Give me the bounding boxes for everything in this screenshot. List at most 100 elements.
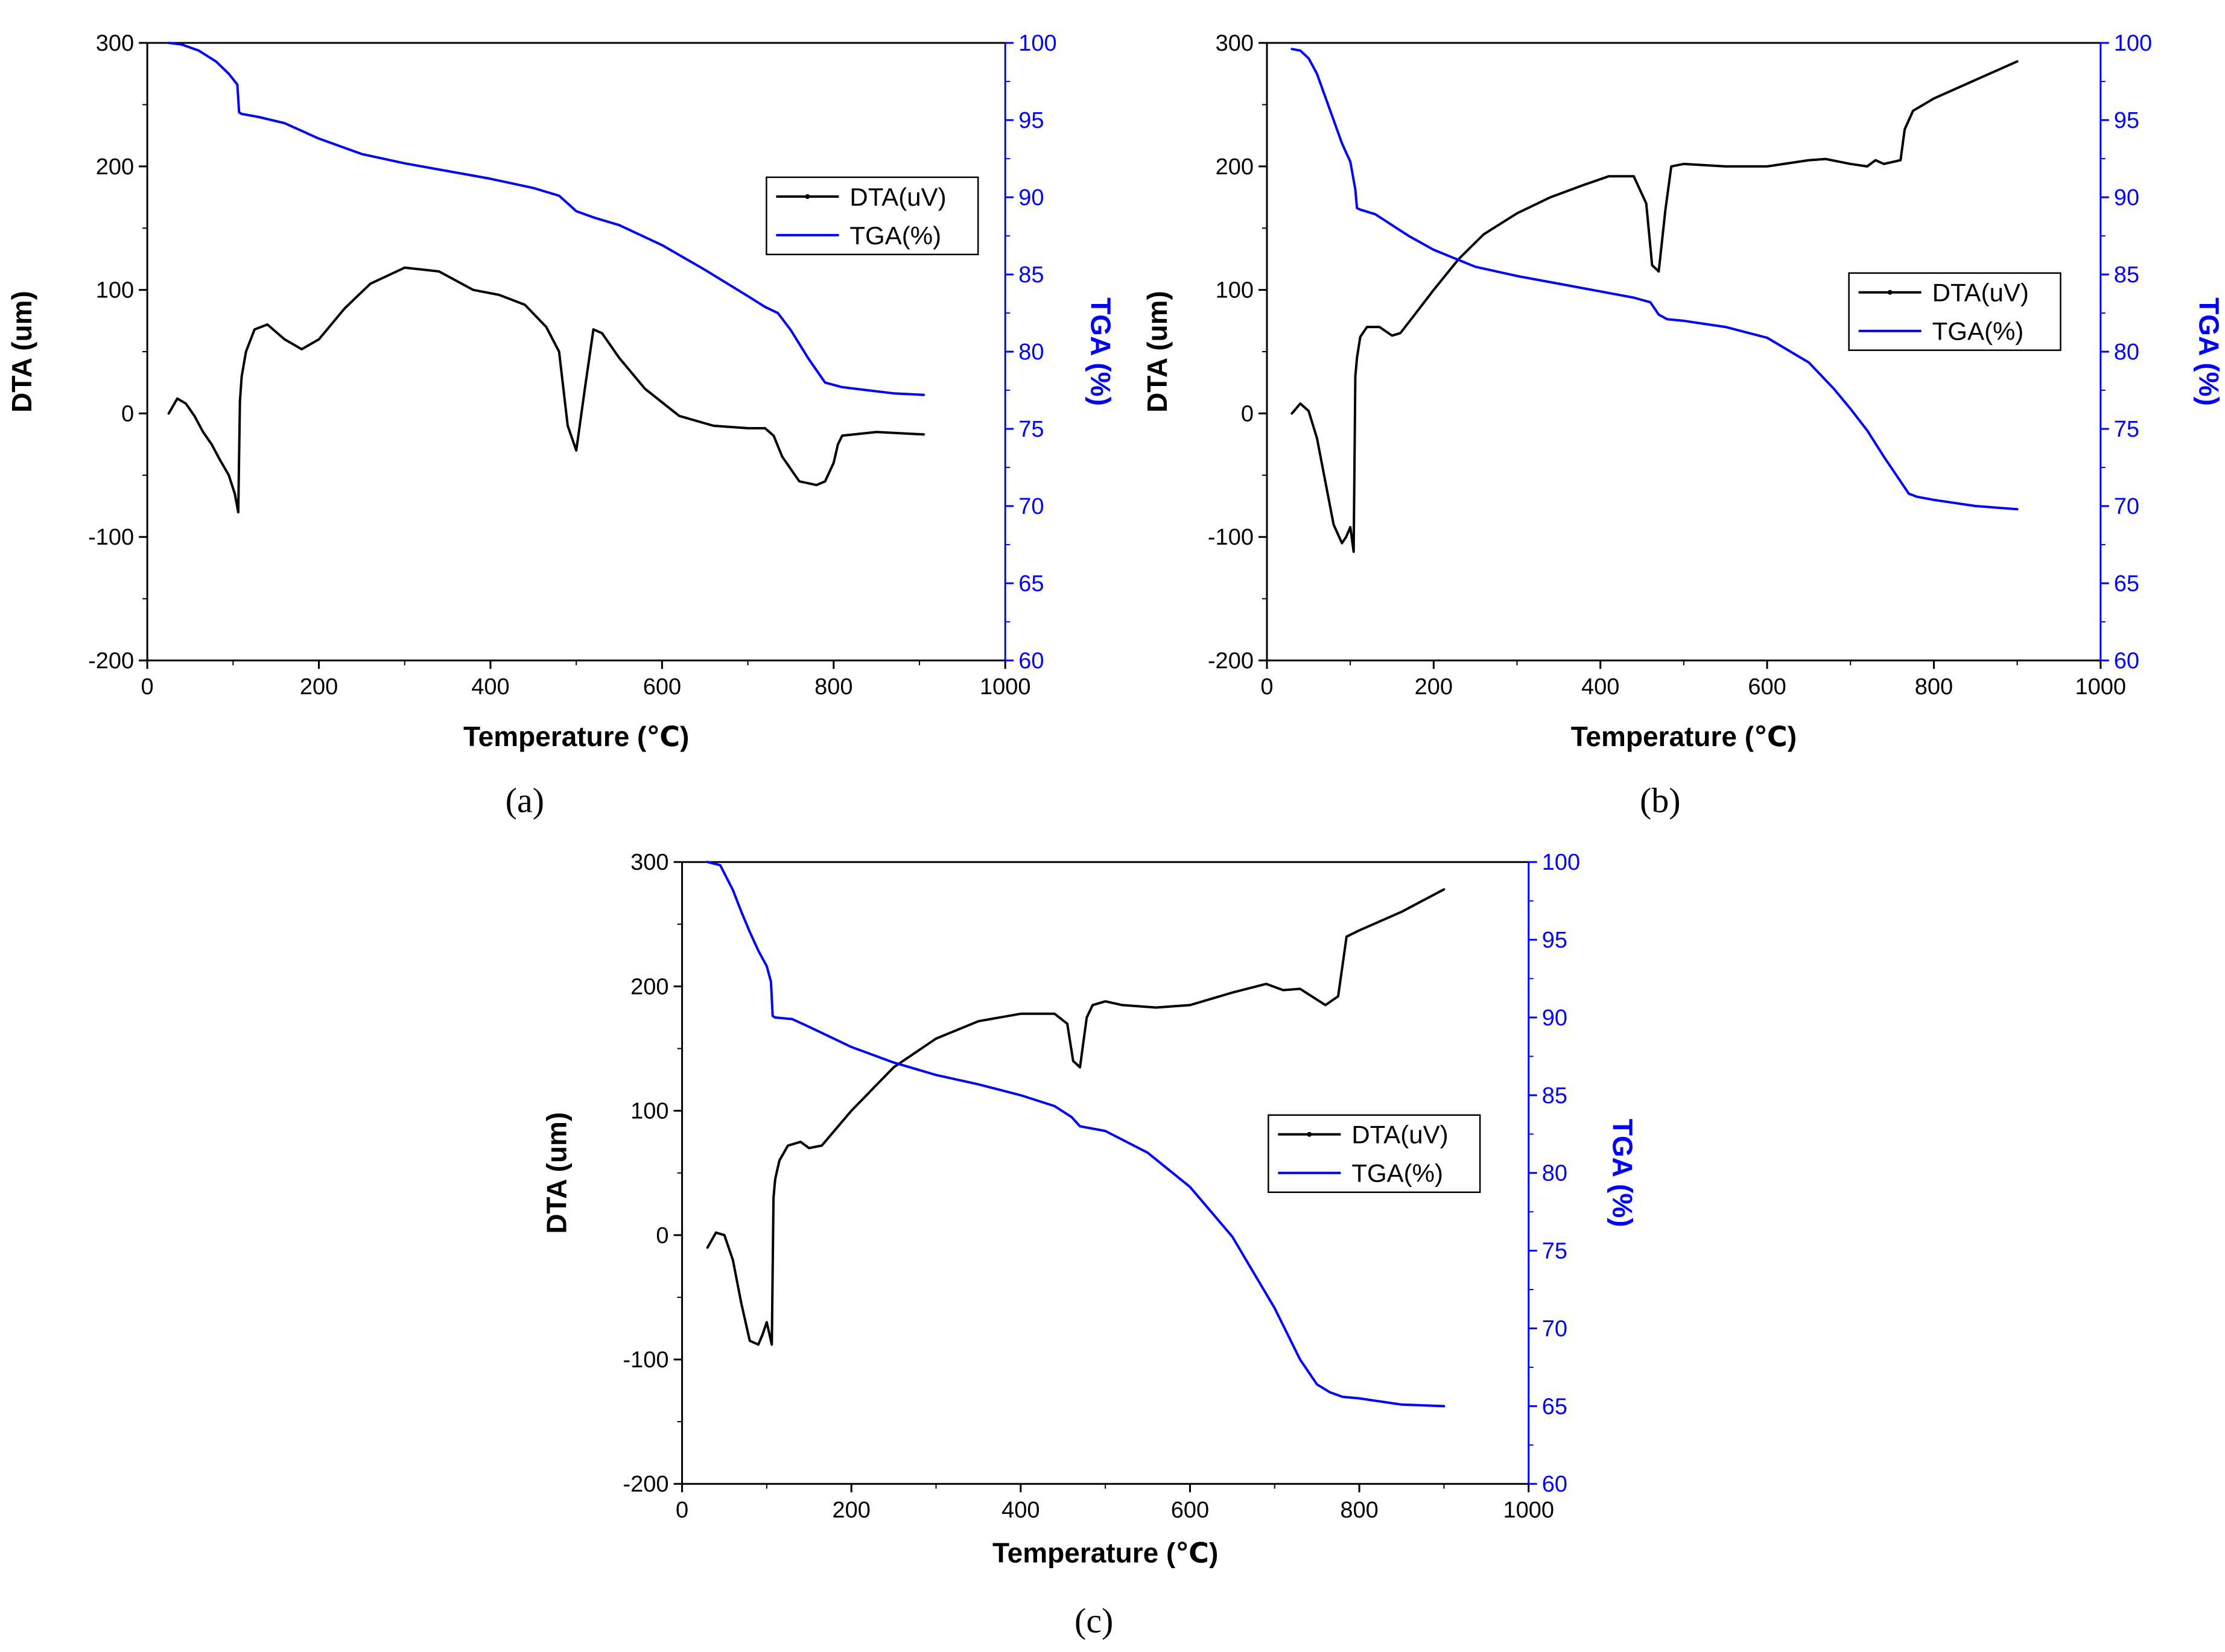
y2-tick-label: 60 (1018, 648, 1044, 674)
y2-tick-label: 95 (1018, 108, 1044, 133)
legend: DTA(uV) TGA(%) (766, 176, 979, 256)
y2-tick-label: 80 (1542, 1161, 1567, 1186)
x-tick-label: 800 (814, 674, 852, 700)
dta-series-line (706, 888, 1446, 1346)
y2-axis-title: TGA (%) (1607, 1119, 1639, 1227)
x-tick-label: 1000 (980, 674, 1031, 700)
x-tick-label: 0 (141, 674, 154, 700)
y2-tick-label: 70 (1542, 1316, 1567, 1341)
legend: DTA(uV) TGA(%) (1848, 272, 2062, 351)
x-tick-label: 600 (643, 674, 681, 700)
y-tick-label: 300 (96, 31, 134, 56)
tga-series-line (167, 42, 925, 396)
x-tick-label: 1000 (1503, 1498, 1554, 1523)
y2-tick-label: 90 (1018, 185, 1044, 210)
x-tick-label: 200 (300, 674, 338, 700)
y2-tick-label: 75 (1542, 1239, 1567, 1264)
y2-tick-label: 100 (1542, 850, 1580, 875)
legend-entry-label: DTA(uV) (1932, 279, 2029, 307)
legend-entry-label: DTA(uV) (1351, 1121, 1448, 1149)
legend-marker (1887, 290, 1893, 295)
y2-tick-label: 90 (1542, 1005, 1567, 1031)
legend-marker (1307, 1131, 1312, 1137)
y-tick-label: 300 (630, 850, 668, 875)
y-tick-label: 100 (630, 1099, 668, 1124)
y2-axis-title: TGA (%) (2193, 297, 2224, 406)
y2-tick-label: 100 (1018, 31, 1056, 56)
y-axis-title: DTA (um) (541, 1112, 573, 1234)
y-tick-label: 200 (96, 154, 134, 180)
y2-tick-label: 100 (2114, 31, 2152, 56)
y-tick-label: -100 (88, 525, 134, 550)
y-tick-label: 300 (1216, 31, 1254, 56)
y2-tick-label: 85 (1542, 1083, 1567, 1109)
y-tick-label: -200 (1208, 648, 1254, 674)
y2-tick-label: 60 (2114, 648, 2139, 674)
y2-tick-label: 65 (1542, 1394, 1567, 1419)
x-axis-title: Temperature (℃) (1571, 721, 1797, 752)
tga-series-line (706, 861, 1446, 1408)
panel-caption: (c) (1074, 1601, 1113, 1641)
y2-tick-label: 85 (1018, 262, 1044, 288)
y2-tick-label: 95 (2114, 108, 2139, 133)
y-axis-title: DTA (um) (6, 291, 37, 413)
legend-entry-label: TGA(%) (849, 221, 941, 250)
y-tick-label: -100 (623, 1347, 669, 1373)
y2-tick-label: 80 (2114, 340, 2139, 365)
y-tick-label: -200 (623, 1472, 669, 1497)
x-axis-title: Temperature (℃) (992, 1537, 1218, 1569)
y2-tick-label: 75 (1018, 417, 1044, 442)
y2-tick-label: 80 (1018, 340, 1044, 365)
y2-tick-label: 70 (1018, 494, 1044, 519)
y-tick-label: 100 (1216, 278, 1254, 303)
x-tick-label: 800 (1340, 1498, 1378, 1523)
y2-tick-label: 90 (2114, 185, 2139, 210)
chart-1: 0 200 400 600 800 1000 -200 -100 0 100 200 300 60 65 7… (6, 31, 1116, 820)
y2-tick-label: 95 (1542, 928, 1567, 953)
legend-box (1268, 1114, 1481, 1193)
y-tick-label: 0 (656, 1223, 668, 1248)
x-tick-label: 400 (471, 674, 509, 700)
x-tick-label: 800 (1915, 674, 1953, 700)
x-tick-label: 400 (1581, 674, 1619, 700)
y-tick-label: 0 (1241, 401, 1254, 426)
y-axis-title: DTA (um) (1141, 291, 1173, 413)
legend-box (766, 176, 979, 256)
x-tick-label: 1000 (2075, 674, 2127, 700)
x-tick-label: 200 (1415, 674, 1453, 700)
y-tick-label: -200 (88, 648, 134, 674)
y2-tick-label: 65 (2114, 571, 2139, 597)
tga-series-line (1290, 48, 2019, 511)
x-tick-label: 200 (833, 1498, 871, 1523)
x-axis-title: Temperature (℃) (463, 721, 689, 752)
chart-2: 0 200 400 600 800 1000 -200 -100 0 100 200 300 60 65 7… (1141, 31, 2224, 820)
y2-tick-label: 85 (2114, 262, 2139, 288)
y2-axis-title: TGA (%) (1085, 297, 1116, 406)
legend-box (1848, 272, 2062, 351)
panel-caption: (a) (506, 780, 544, 820)
legend-entry-label: TGA(%) (1351, 1159, 1443, 1188)
legend-entry-label: TGA(%) (1932, 317, 2024, 346)
x-tick-label: 400 (1001, 1498, 1039, 1523)
dta-series-line (1290, 60, 2019, 553)
x-tick-label: 600 (1171, 1498, 1209, 1523)
legend: DTA(uV) TGA(%) (1268, 1114, 1481, 1193)
y-tick-label: 200 (630, 974, 668, 999)
legend-marker (805, 194, 810, 199)
y-tick-label: 0 (121, 401, 134, 426)
y2-tick-label: 60 (1542, 1472, 1567, 1497)
y2-tick-label: 65 (1018, 571, 1044, 597)
y2-tick-label: 75 (2114, 417, 2139, 442)
y-tick-label: -100 (1208, 525, 1254, 550)
x-tick-label: 0 (1260, 674, 1273, 700)
x-tick-label: 0 (676, 1498, 688, 1523)
chart-3: 0 200 400 600 800 1000 -200 -100 0 100 200 300 60 65 7… (541, 850, 1639, 1641)
y2-tick-label: 70 (2114, 494, 2139, 519)
y-tick-label: 200 (1216, 154, 1254, 180)
panel-caption: (b) (1640, 780, 1681, 820)
legend-entry-label: DTA(uV) (849, 183, 946, 211)
dta-series-line (167, 266, 925, 514)
y-tick-label: 100 (96, 278, 134, 303)
x-tick-label: 600 (1748, 674, 1786, 700)
